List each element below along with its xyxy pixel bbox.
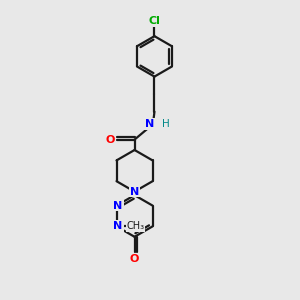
Text: O: O bbox=[130, 254, 139, 264]
Text: H: H bbox=[162, 119, 169, 129]
Text: CH₃: CH₃ bbox=[127, 221, 145, 231]
Text: N: N bbox=[130, 187, 139, 196]
Text: N: N bbox=[146, 119, 154, 129]
Text: Cl: Cl bbox=[148, 16, 160, 26]
Text: N: N bbox=[113, 201, 123, 211]
Text: O: O bbox=[106, 135, 115, 145]
Text: N: N bbox=[113, 221, 123, 231]
